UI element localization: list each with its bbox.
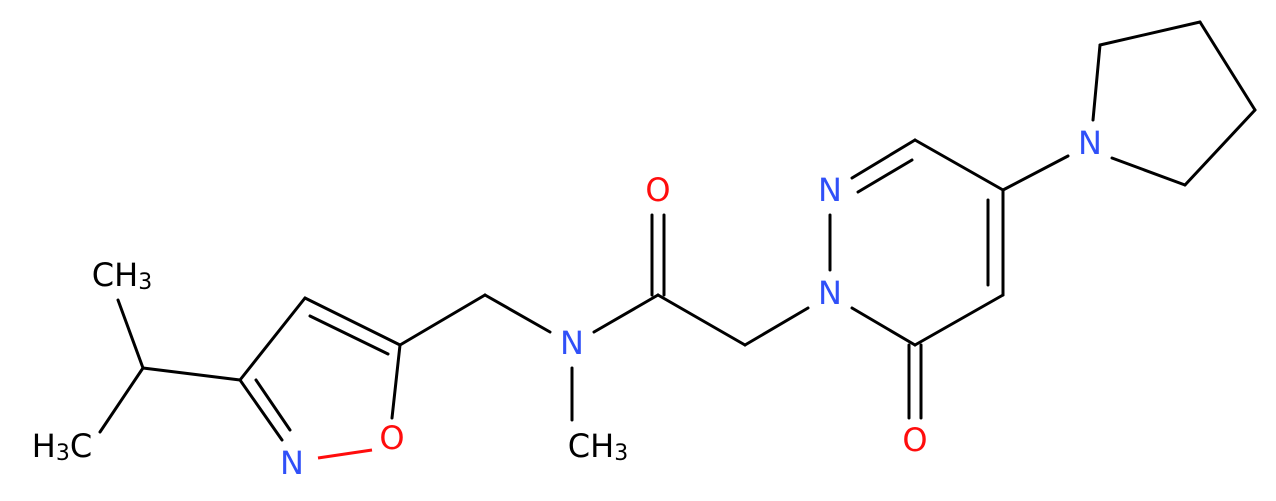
atom-label: CH3 [568,427,628,466]
atom-label: O [902,421,927,459]
atom-label: O [645,171,670,209]
atom-label: H3C [32,427,92,466]
atom-labels: CH3 H3C N O N CH3 O N N O N [32,124,1102,482]
atom-label-part: CH [92,256,138,294]
bonds [98,20,1257,460]
atom-label: N [280,444,304,482]
atom-label-part: CH [568,427,614,465]
atom-label: N [560,324,584,362]
atom-label-part: H [32,427,56,465]
atom-label-part: 3 [138,270,152,295]
atom-label-part: 3 [614,441,628,466]
atom-label-part: 3 [56,441,70,466]
atom-label: O [379,419,404,457]
atom-label: N [1078,124,1102,162]
atom-label-part: C [70,427,92,465]
atom-label: N [818,171,842,209]
atom-label: N [818,274,842,312]
atom-label: CH3 [92,256,152,295]
